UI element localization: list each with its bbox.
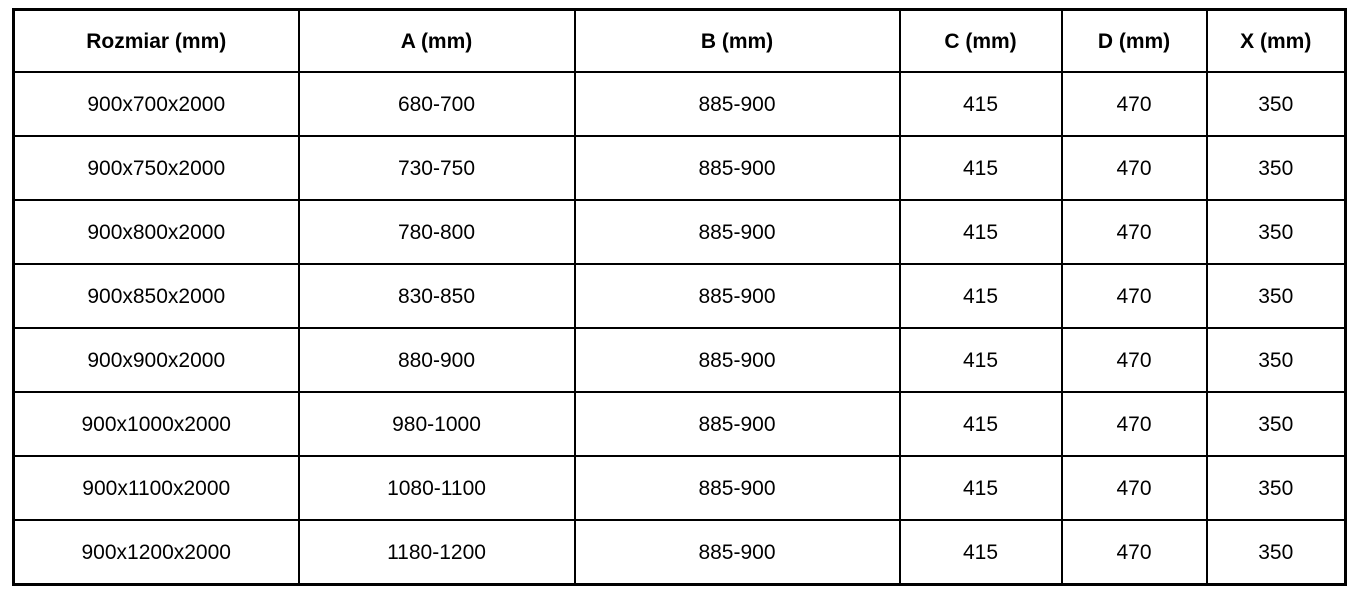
value-cell-d: 470 (1060, 519, 1208, 586)
value-cell-a: 680-700 (297, 71, 576, 137)
value-cell-c: 415 (898, 199, 1063, 265)
value-cell-a: 1080-1100 (297, 455, 576, 521)
value-cell-a: 980-1000 (297, 391, 576, 457)
header-cell-rozmiar: Rozmiar (mm) (12, 8, 300, 73)
table-row: 900x700x2000 680-700 885-900 415 470 350 (12, 71, 1347, 137)
value-cell-b: 885-900 (573, 327, 901, 393)
value-cell-b: 885-900 (573, 519, 901, 586)
value-cell-c: 415 (898, 71, 1063, 137)
value-cell-d: 470 (1060, 135, 1208, 201)
value-cell-d: 470 (1060, 391, 1208, 457)
size-cell: 900x750x2000 (12, 135, 300, 201)
value-cell-x: 350 (1205, 263, 1347, 329)
table-row: 900x1100x2000 1080-1100 885-900 415 470 … (12, 455, 1347, 521)
header-cell-d: D (mm) (1060, 8, 1208, 73)
size-cell: 900x1000x2000 (12, 391, 300, 457)
table-row: 900x750x2000 730-750 885-900 415 470 350 (12, 135, 1347, 201)
value-cell-a: 780-800 (297, 199, 576, 265)
table-row: 900x800x2000 780-800 885-900 415 470 350 (12, 199, 1347, 265)
table-row: 900x1200x2000 1180-1200 885-900 415 470 … (12, 519, 1347, 586)
header-cell-b: B (mm) (573, 8, 901, 73)
value-cell-d: 470 (1060, 455, 1208, 521)
value-cell-a: 730-750 (297, 135, 576, 201)
value-cell-c: 415 (898, 391, 1063, 457)
table-row: 900x1000x2000 980-1000 885-900 415 470 3… (12, 391, 1347, 457)
header-cell-c: C (mm) (898, 8, 1063, 73)
value-cell-x: 350 (1205, 135, 1347, 201)
table-row: 900x900x2000 880-900 885-900 415 470 350 (12, 327, 1347, 393)
value-cell-c: 415 (898, 519, 1063, 586)
value-cell-a: 1180-1200 (297, 519, 576, 586)
value-cell-b: 885-900 (573, 135, 901, 201)
header-cell-x: X (mm) (1205, 8, 1347, 73)
value-cell-b: 885-900 (573, 199, 901, 265)
value-cell-c: 415 (898, 135, 1063, 201)
value-cell-a: 880-900 (297, 327, 576, 393)
value-cell-a: 830-850 (297, 263, 576, 329)
size-cell: 900x1200x2000 (12, 519, 300, 586)
size-specification-table: Rozmiar (mm) A (mm) B (mm) C (mm) D (mm)… (12, 8, 1347, 586)
value-cell-b: 885-900 (573, 455, 901, 521)
value-cell-b: 885-900 (573, 391, 901, 457)
table-row: 900x850x2000 830-850 885-900 415 470 350 (12, 263, 1347, 329)
value-cell-x: 350 (1205, 199, 1347, 265)
value-cell-x: 350 (1205, 327, 1347, 393)
value-cell-d: 470 (1060, 327, 1208, 393)
value-cell-c: 415 (898, 455, 1063, 521)
size-cell: 900x900x2000 (12, 327, 300, 393)
value-cell-c: 415 (898, 327, 1063, 393)
size-cell: 900x1100x2000 (12, 455, 300, 521)
size-cell: 900x700x2000 (12, 71, 300, 137)
value-cell-x: 350 (1205, 391, 1347, 457)
value-cell-c: 415 (898, 263, 1063, 329)
value-cell-x: 350 (1205, 455, 1347, 521)
value-cell-x: 350 (1205, 71, 1347, 137)
value-cell-b: 885-900 (573, 263, 901, 329)
value-cell-d: 470 (1060, 71, 1208, 137)
header-row: Rozmiar (mm) A (mm) B (mm) C (mm) D (mm)… (12, 8, 1347, 73)
size-cell: 900x850x2000 (12, 263, 300, 329)
value-cell-x: 350 (1205, 519, 1347, 586)
size-cell: 900x800x2000 (12, 199, 300, 265)
header-cell-a: A (mm) (297, 8, 576, 73)
value-cell-d: 470 (1060, 199, 1208, 265)
value-cell-b: 885-900 (573, 71, 901, 137)
value-cell-d: 470 (1060, 263, 1208, 329)
